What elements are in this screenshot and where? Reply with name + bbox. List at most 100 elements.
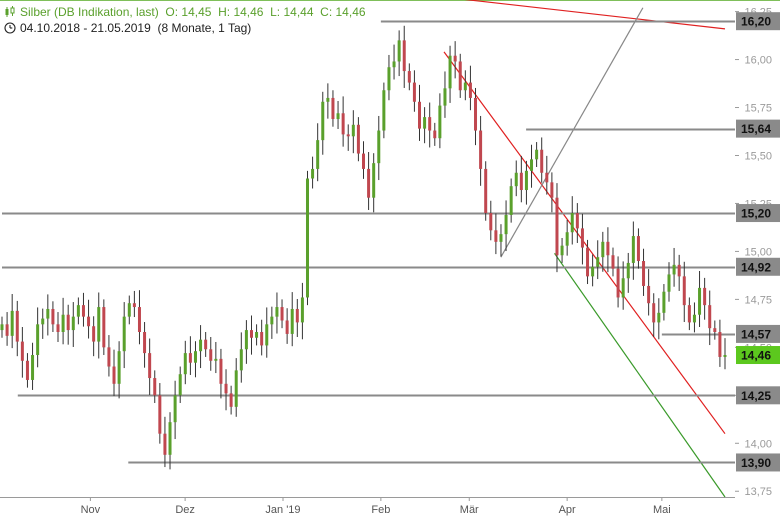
candle-up bbox=[621, 278, 625, 298]
candle-up bbox=[214, 358, 218, 361]
candle-up bbox=[0, 324, 4, 331]
candle-down bbox=[15, 310, 19, 342]
candle-up bbox=[372, 163, 376, 198]
trendlines bbox=[443, 0, 726, 498]
candle-down bbox=[295, 308, 299, 323]
candle-down bbox=[489, 213, 493, 231]
y-tick-label: 14,75 bbox=[744, 294, 772, 306]
candle-down bbox=[550, 182, 554, 198]
candle-up bbox=[46, 308, 50, 319]
candle-up bbox=[183, 353, 187, 375]
last-price-label: 14,46 bbox=[741, 349, 771, 363]
x-axis: Nov Dez Jan '19 Feb Mär Apr Mai bbox=[81, 497, 671, 516]
candle-up bbox=[244, 330, 248, 350]
level-label-bg bbox=[736, 257, 780, 276]
candle-down bbox=[20, 341, 24, 361]
candle-up bbox=[448, 55, 452, 89]
y-tick-label: 14,00 bbox=[744, 438, 772, 450]
candle-up bbox=[377, 130, 381, 164]
candle-down bbox=[687, 305, 691, 323]
candle-up bbox=[565, 232, 569, 246]
x-tick-label: Mär bbox=[460, 504, 479, 516]
candle-down bbox=[132, 303, 136, 308]
candle-down bbox=[453, 55, 457, 62]
trendline-resistance-red-channel bbox=[443, 51, 726, 435]
candle-down bbox=[66, 314, 70, 331]
candle-down bbox=[652, 303, 656, 323]
level-label-bg bbox=[736, 386, 780, 405]
candle-down bbox=[204, 339, 208, 350]
candle-down bbox=[616, 268, 620, 298]
y-tick-label: 13,75 bbox=[744, 486, 772, 498]
candle-down bbox=[153, 378, 157, 396]
x-tick-label: Nov bbox=[81, 504, 101, 516]
candle-up bbox=[514, 172, 518, 187]
candle-down bbox=[545, 172, 549, 183]
candle-up bbox=[255, 332, 259, 338]
candle-up bbox=[265, 324, 269, 346]
candle-down bbox=[158, 395, 162, 434]
candle-up bbox=[463, 82, 467, 91]
ohlc-values: O: 14,45 H: 14,46 L: 14,44 C: 14,46 bbox=[165, 5, 366, 19]
instrument-title: Silber (DB Indikation, last) bbox=[20, 5, 159, 19]
candle-down bbox=[647, 285, 651, 304]
level-label-bg bbox=[736, 324, 780, 343]
candle-down bbox=[682, 276, 686, 306]
candle-up bbox=[626, 262, 630, 279]
candle-up bbox=[326, 97, 330, 102]
candle-up bbox=[631, 236, 635, 263]
candle-down bbox=[580, 228, 584, 248]
candle-up bbox=[351, 124, 355, 137]
candle-up bbox=[290, 308, 294, 334]
period-range: 04.10.2018 - 21.05.2019 bbox=[20, 21, 151, 35]
candle-up bbox=[117, 351, 121, 384]
candle-up bbox=[382, 90, 386, 131]
level-label: 16,20 bbox=[741, 15, 771, 29]
candle-up bbox=[31, 355, 35, 380]
candle-up bbox=[397, 40, 401, 62]
candle-up bbox=[76, 305, 80, 317]
candle-down bbox=[642, 261, 646, 286]
candle-down bbox=[229, 393, 233, 407]
candle-down bbox=[407, 71, 411, 83]
candle-down bbox=[402, 40, 406, 72]
level-label: 13,90 bbox=[741, 456, 771, 470]
candle-down bbox=[356, 124, 360, 154]
candle-down bbox=[331, 97, 335, 120]
candle-up bbox=[305, 178, 309, 298]
candle-up bbox=[392, 61, 396, 68]
candles bbox=[0, 25, 727, 470]
candle-down bbox=[137, 307, 141, 332]
candle-down bbox=[474, 97, 478, 131]
y-tick-label: 16,00 bbox=[744, 55, 772, 67]
candle-up bbox=[122, 316, 126, 352]
candle-down bbox=[25, 360, 29, 380]
candle-down bbox=[346, 134, 350, 137]
candle-up bbox=[692, 314, 696, 323]
x-tick-label: Apr bbox=[559, 504, 576, 516]
candle-up bbox=[423, 117, 427, 129]
candle-down bbox=[575, 213, 579, 229]
candle-down bbox=[718, 332, 722, 357]
candle-up bbox=[601, 241, 605, 258]
candle-down bbox=[87, 316, 91, 327]
candle-down bbox=[708, 305, 712, 329]
x-tick-label: Mai bbox=[653, 504, 671, 516]
x-tick-label: Dez bbox=[175, 504, 195, 516]
candle-up bbox=[316, 140, 320, 169]
candle-down bbox=[362, 153, 365, 169]
candle-down bbox=[188, 353, 192, 363]
candle-up bbox=[504, 214, 508, 235]
candle-up bbox=[199, 339, 203, 352]
trendline-resistance-red-long bbox=[464, 0, 726, 30]
candle-up bbox=[535, 149, 539, 160]
candle-down bbox=[249, 330, 253, 338]
candle-up bbox=[270, 316, 274, 325]
candle-down bbox=[703, 287, 707, 306]
candle-up bbox=[239, 349, 243, 371]
chart-legend: Silber (DB Indikation, last) O: 14,45 H:… bbox=[4, 4, 366, 36]
candle-down bbox=[636, 236, 640, 262]
candle-down bbox=[713, 328, 717, 332]
candle-down bbox=[611, 255, 615, 269]
